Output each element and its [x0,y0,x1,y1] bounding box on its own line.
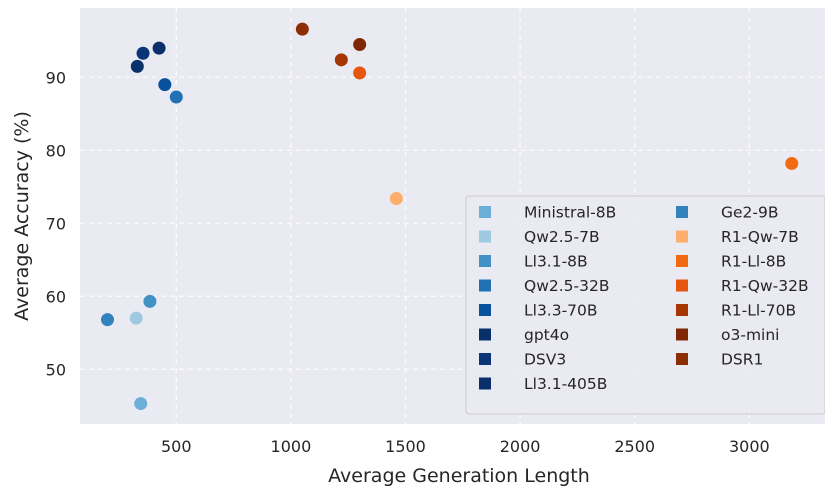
legend-marker [479,353,491,365]
y-tick-label: 70 [46,214,66,233]
point-ll3-1-405b [152,41,166,55]
legend-marker [479,377,491,390]
legend: Ministral-8B Qw2.5-7B Ll3.1-8B Qw2.5-32B Ll3… [465,195,825,415]
x-tick-label: 500 [161,437,192,456]
legend-label: R1-Ll-70B [721,302,796,320]
legend-label: DSR1 [721,351,763,369]
point-r1-ll-70b [334,53,348,67]
x-tick-label: 3000 [729,437,770,456]
point-dsr1 [295,22,309,36]
y-axis-ticks: 50 60 70 80 90 [46,68,66,379]
legend-frame [465,195,825,415]
legend-label: gpt4o [524,326,569,344]
legend-label: Qw2.5-32B [524,277,609,295]
y-axis-title: Average Accuracy (%) [11,111,33,321]
legend-label: R1-Ll-8B [721,253,786,271]
legend-marker [479,328,491,341]
y-tick-label: 60 [46,287,66,306]
point-qw2-5-32b [169,90,183,104]
point-r1-ll-8b [785,156,799,170]
point-dsv3 [136,46,150,60]
point-ll3-1-8b [143,294,157,308]
y-tick-label: 50 [46,360,66,379]
legend-label: Ll3.3-70B [524,302,598,320]
y-tick-label: 80 [46,141,66,160]
x-axis-ticks: 500 1000 1500 2000 2500 3000 [161,437,770,456]
legend-marker [676,353,688,365]
legend-label: Ll3.1-8B [524,253,588,271]
point-r1-qw-7b [389,191,403,205]
legend-marker [479,230,491,243]
legend-marker [676,255,688,267]
legend-marker [676,328,688,341]
x-tick-label: 1500 [385,437,426,456]
legend-marker [479,206,491,218]
x-tick-label: 2500 [614,437,655,456]
data-points [101,22,799,411]
x-tick-label: 1000 [271,437,312,456]
legend-marker [479,255,491,267]
legend-marker [479,304,491,316]
point-ll3-3-70b [158,78,172,92]
x-tick-label: 2000 [500,437,541,456]
legend-label: Ll3.1-405B [524,375,607,393]
point-r1-qw-32b [353,66,367,80]
point-o3-mini [353,37,367,51]
legend-label: R1-Qw-7B [721,228,799,246]
legend-label: R1-Qw-32B [721,277,809,295]
legend-marker [676,230,688,243]
legend-marker [676,206,688,218]
point-ge2-9b [101,313,115,327]
point-ministral-8b [134,397,148,411]
legend-label: Ge2-9B [721,204,779,222]
y-tick-label: 90 [46,68,66,87]
legend-label: o3-mini [721,326,779,344]
point-qw2-5-7b [129,311,143,325]
x-axis-title: Average Generation Length [328,465,590,487]
legend-marker [676,279,688,292]
legend-marker [479,279,491,292]
legend-label: Ministral-8B [524,204,616,222]
legend-label: Qw2.5-7B [524,228,600,246]
point-gpt4o [130,59,144,73]
legend-label: DSV3 [524,351,566,369]
legend-marker [676,304,688,316]
